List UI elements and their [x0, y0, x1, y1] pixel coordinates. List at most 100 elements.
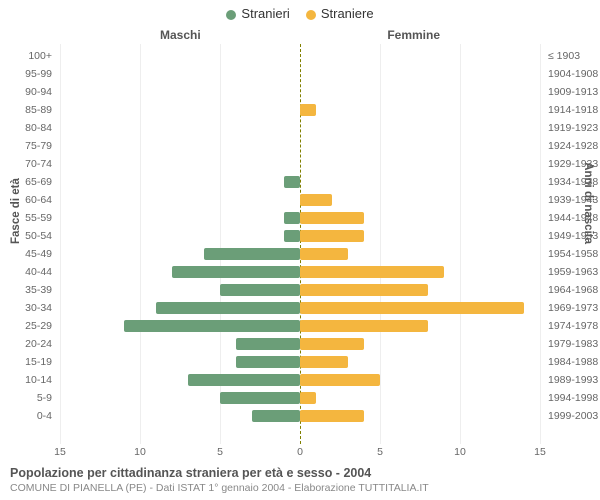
age-label: 95-99	[25, 68, 52, 80]
legend-item: Stranieri	[226, 6, 289, 21]
age-label: 45-49	[25, 248, 52, 260]
birth-year-label: 1944-1948	[548, 212, 598, 224]
age-label: 10-14	[25, 374, 52, 386]
age-label: 90-94	[25, 86, 52, 98]
plot-area: Maschi Femmine Fasce di età Anni di nasc…	[60, 44, 540, 444]
birth-year-label: 1959-1963	[548, 266, 598, 278]
bar-female	[300, 194, 332, 206]
x-tick-label: 15	[54, 446, 66, 458]
grid-line	[540, 44, 541, 444]
pyramid-row: 10-141989-1993	[60, 372, 540, 390]
birth-year-label: 1949-1953	[548, 230, 598, 242]
chart-title: Popolazione per cittadinanza straniera p…	[10, 466, 590, 480]
age-label: 35-39	[25, 284, 52, 296]
bar-female	[300, 302, 524, 314]
birth-year-label: 1924-1928	[548, 140, 598, 152]
bar-female	[300, 284, 428, 296]
pyramid-row: 45-491954-1958	[60, 246, 540, 264]
birth-year-label: 1989-1993	[548, 374, 598, 386]
chart-container: Stranieri Straniere Maschi Femmine Fasce …	[0, 0, 600, 500]
age-label: 20-24	[25, 338, 52, 350]
legend-swatch-icon	[306, 10, 316, 20]
bar-female	[300, 230, 364, 242]
age-label: 85-89	[25, 104, 52, 116]
birth-year-label: 1954-1958	[548, 248, 598, 260]
age-label: 30-34	[25, 302, 52, 314]
age-label: 0-4	[37, 410, 52, 422]
pyramid-row: 0-41999-2003	[60, 408, 540, 426]
birth-year-label: 1909-1913	[548, 86, 598, 98]
pyramid-row: 85-891914-1918	[60, 102, 540, 120]
age-label: 80-84	[25, 122, 52, 134]
birth-year-label: 1999-2003	[548, 410, 598, 422]
age-label: 65-69	[25, 176, 52, 188]
legend-label: Stranieri	[241, 6, 289, 21]
age-label: 100+	[28, 50, 52, 62]
birth-year-label: 1939-1943	[548, 194, 598, 206]
pyramid-row: 60-641939-1943	[60, 192, 540, 210]
pyramid-row: 80-841919-1923	[60, 120, 540, 138]
x-tick-label: 10	[454, 446, 466, 458]
legend-swatch-icon	[226, 10, 236, 20]
pyramid-row: 100+≤ 1903	[60, 48, 540, 66]
age-label: 70-74	[25, 158, 52, 170]
birth-year-label: 1914-1918	[548, 104, 598, 116]
age-label: 25-29	[25, 320, 52, 332]
pyramid-row: 95-991904-1908	[60, 66, 540, 84]
age-label: 40-44	[25, 266, 52, 278]
birth-year-label: 1919-1923	[548, 122, 598, 134]
bar-male	[284, 230, 300, 242]
x-tick-label: 5	[217, 446, 223, 458]
bar-female	[300, 356, 348, 368]
bar-female	[300, 338, 364, 350]
x-tick-label: 5	[377, 446, 383, 458]
pyramid-row: 90-941909-1913	[60, 84, 540, 102]
pyramid-row: 20-241979-1983	[60, 336, 540, 354]
birth-year-label: 1974-1978	[548, 320, 598, 332]
bar-male	[236, 338, 300, 350]
bar-male	[284, 176, 300, 188]
pyramid-row: 65-691934-1938	[60, 174, 540, 192]
bar-male	[172, 266, 300, 278]
bar-female	[300, 410, 364, 422]
bar-male	[156, 302, 300, 314]
bar-male	[220, 284, 300, 296]
pyramid-row: 5-91994-1998	[60, 390, 540, 408]
pyramid-row: 30-341969-1973	[60, 300, 540, 318]
chart-footer: Popolazione per cittadinanza straniera p…	[10, 466, 590, 494]
bar-female	[300, 212, 364, 224]
bar-male	[236, 356, 300, 368]
legend-item: Straniere	[306, 6, 374, 21]
age-label: 5-9	[37, 392, 52, 404]
bar-female	[300, 320, 428, 332]
birth-year-label: 1984-1988	[548, 356, 598, 368]
half-title-left: Maschi	[160, 28, 201, 42]
pyramid-row: 55-591944-1948	[60, 210, 540, 228]
bar-male	[124, 320, 300, 332]
birth-year-label: ≤ 1903	[548, 50, 580, 62]
bar-female	[300, 266, 444, 278]
x-tick-label: 0	[297, 446, 303, 458]
age-label: 50-54	[25, 230, 52, 242]
bar-female	[300, 104, 316, 116]
bar-male	[188, 374, 300, 386]
legend: Stranieri Straniere	[0, 6, 600, 21]
birth-year-label: 1979-1983	[548, 338, 598, 350]
bar-male	[284, 212, 300, 224]
pyramid-row: 50-541949-1953	[60, 228, 540, 246]
birth-year-label: 1994-1998	[548, 392, 598, 404]
y-axis-title-left: Fasce di età	[10, 178, 22, 244]
bar-female	[300, 374, 380, 386]
age-label: 15-19	[25, 356, 52, 368]
birth-year-label: 1964-1968	[548, 284, 598, 296]
chart-subtitle: COMUNE DI PIANELLA (PE) - Dati ISTAT 1° …	[10, 482, 590, 494]
age-label: 60-64	[25, 194, 52, 206]
pyramid-row: 70-741929-1933	[60, 156, 540, 174]
legend-label: Straniere	[321, 6, 374, 21]
bar-male	[204, 248, 300, 260]
pyramid-row: 15-191984-1988	[60, 354, 540, 372]
pyramid-row: 35-391964-1968	[60, 282, 540, 300]
birth-year-label: 1969-1973	[548, 302, 598, 314]
pyramid-row: 75-791924-1928	[60, 138, 540, 156]
birth-year-label: 1929-1933	[548, 158, 598, 170]
